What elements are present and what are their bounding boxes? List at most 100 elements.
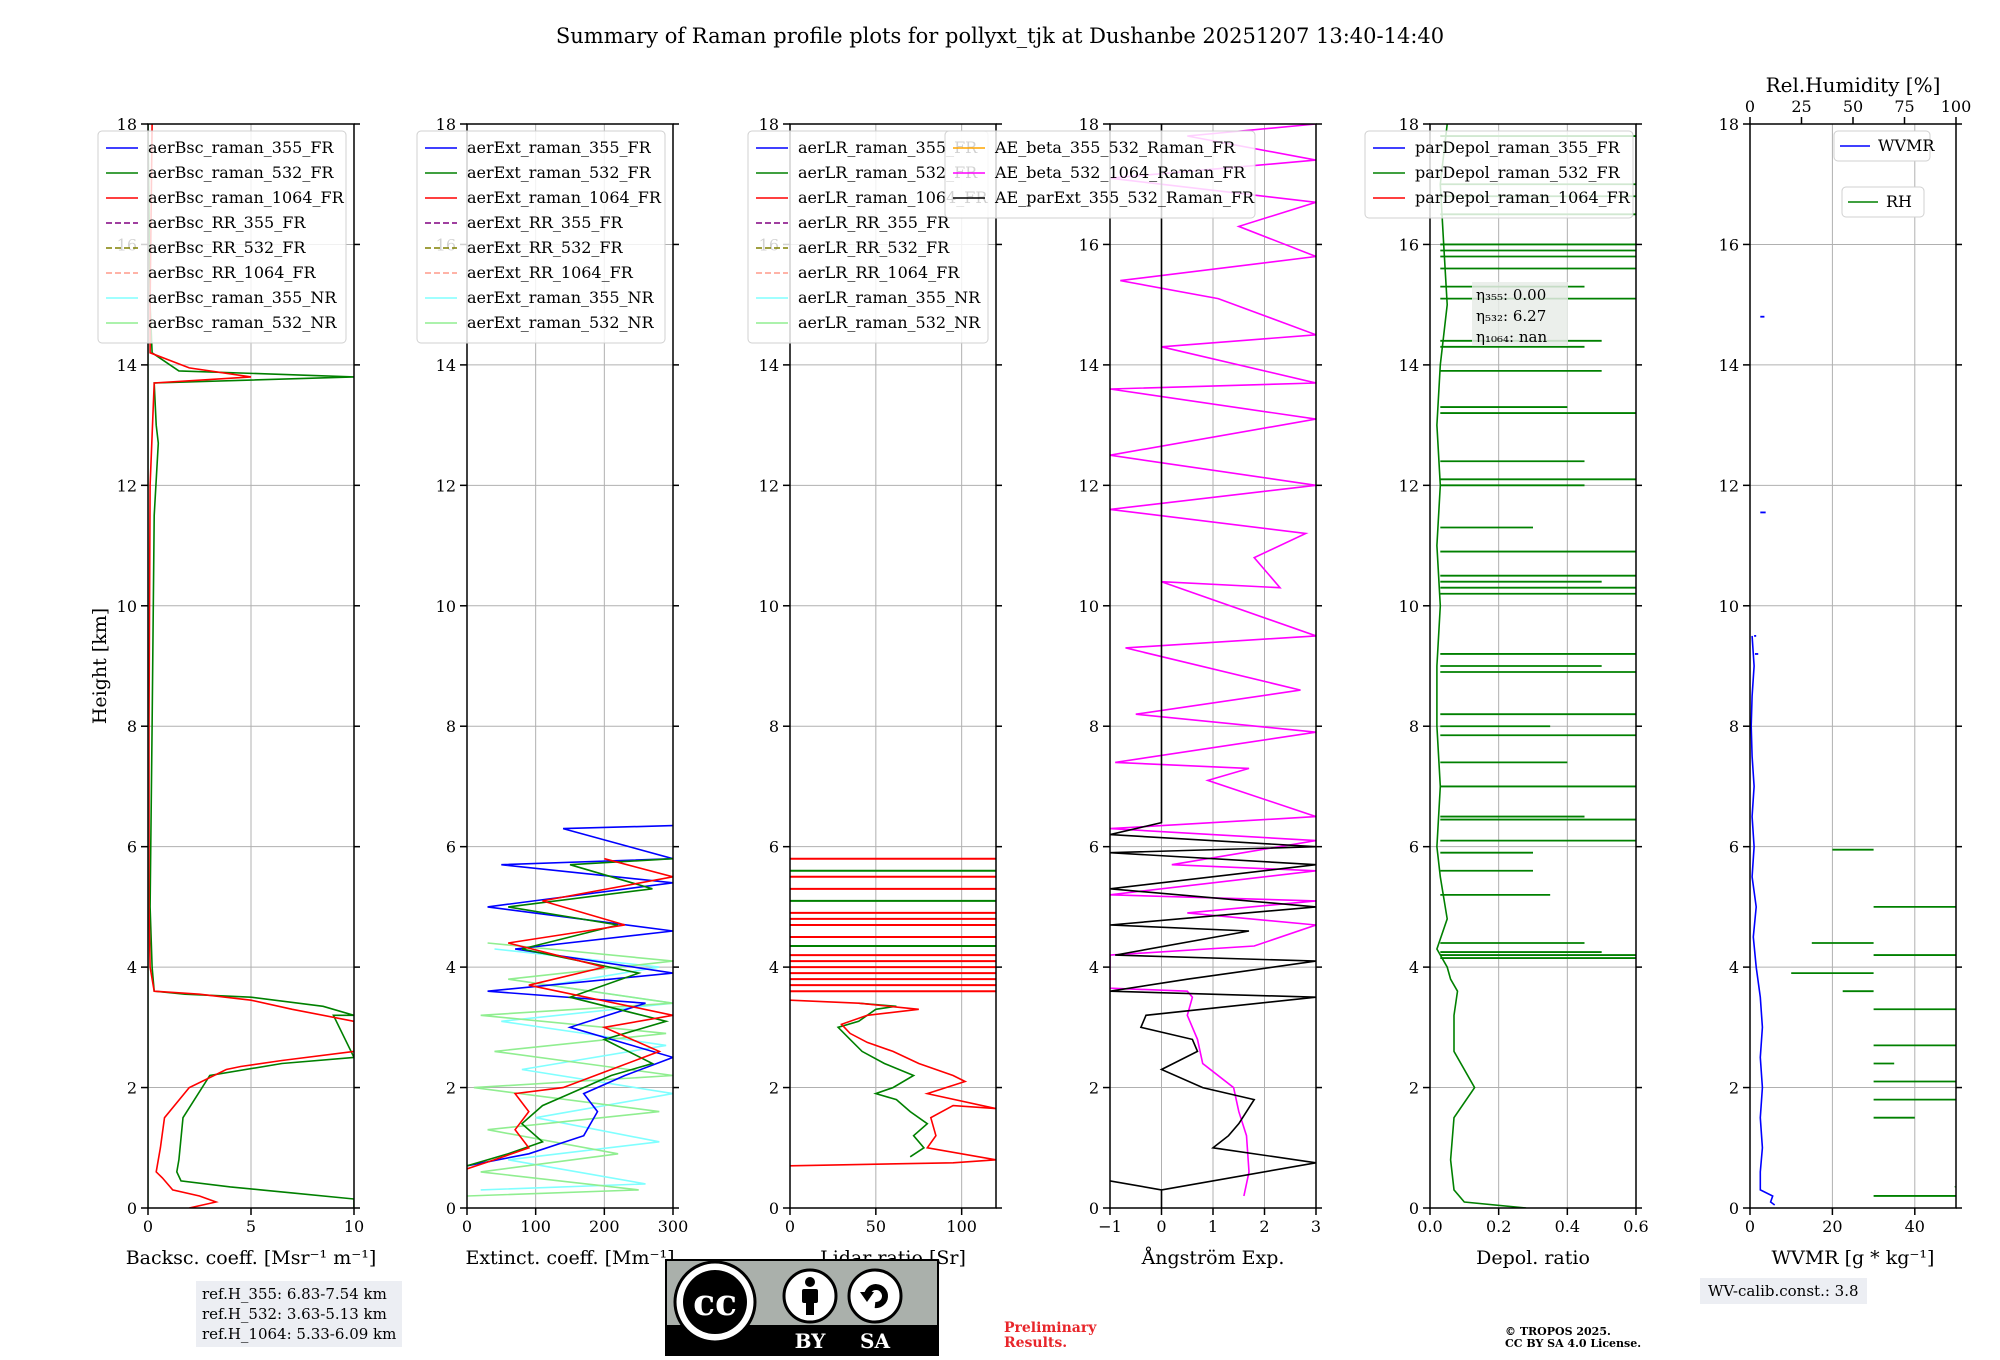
y-tick-label: 2	[1089, 1079, 1099, 1098]
preliminary-line-2: Results.	[1004, 1335, 1068, 1351]
eta-annotation-line: η₃₅₅: 0.00	[1476, 286, 1546, 304]
y-tick-label: 14	[117, 356, 137, 375]
y-tick-label: 16	[1719, 235, 1739, 254]
by-label: BY	[795, 1329, 827, 1353]
legend-label: aerBsc_raman_532_FR	[148, 163, 334, 182]
legend-label: aerLR_raman_355_NR	[798, 288, 981, 307]
y-tick-label: 18	[117, 115, 137, 134]
top-x-tick-label: 75	[1894, 97, 1914, 116]
cc-logo-text: cc	[693, 1282, 737, 1324]
series-aerExt_raman_532_NR	[467, 942, 673, 1197]
panel-1: 0510024681012141618Backsc. coeff. [Msr⁻¹…	[89, 115, 376, 1269]
cc-license-badge[interactable]: cc BY SA	[665, 1259, 939, 1356]
x-tick-label: 40	[1905, 1217, 1925, 1236]
legend-label: aerBsc_RR_355_FR	[148, 213, 306, 232]
ref-h-532: ref.H_532: 3.63-5.13 km	[202, 1305, 387, 1323]
plot-area	[1750, 315, 1956, 1206]
y-tick-label: 6	[1409, 838, 1419, 857]
legend-box	[1364, 130, 1634, 219]
legend-label: aerExt_raman_532_FR	[467, 163, 652, 182]
y-tick-label: 18	[1719, 115, 1739, 134]
y-axis-label: Height [km]	[89, 608, 111, 724]
legend-label: aerLR_raman_1064_FR	[798, 188, 988, 207]
panels: 0510024681012141618Backsc. coeff. [Msr⁻¹…	[89, 73, 1971, 1269]
y-tick-label: 8	[1089, 717, 1099, 736]
y-tick-label: 8	[769, 717, 779, 736]
legend-label: aerBsc_RR_532_FR	[148, 238, 306, 257]
legend-label: aerExt_raman_1064_FR	[467, 188, 662, 207]
x-tick-label: 100	[520, 1217, 551, 1236]
legend-box	[416, 130, 666, 344]
y-tick-label: 8	[446, 717, 456, 736]
y-tick-label: 4	[1409, 958, 1419, 977]
y-tick-label: 16	[1079, 235, 1099, 254]
wv-calib-box: WV-calib.const.: 3.8	[1700, 1278, 1867, 1304]
plot-area	[790, 857, 996, 1167]
legend-label: aerExt_RR_1064_FR	[467, 263, 634, 282]
y-tick-label: 10	[1399, 597, 1419, 616]
plot-area	[1110, 124, 1316, 1208]
legend-label: aerExt_raman_532_NR	[467, 313, 655, 332]
legend-label: aerBsc_raman_1064_FR	[148, 188, 345, 207]
legend-label: WVMR	[1878, 136, 1935, 155]
plot-area	[467, 824, 673, 1197]
y-tick-label: 6	[446, 838, 456, 857]
sa-share-icon	[847, 1268, 903, 1324]
series-aerLR_raman_532_FR	[836, 1002, 929, 1158]
legend-label: aerBsc_RR_1064_FR	[148, 263, 317, 282]
reference-height-box: ref.H_355: 6.83-7.54 km ref.H_532: 3.63-…	[196, 1281, 403, 1347]
y-tick-label: 14	[1719, 356, 1739, 375]
y-tick-label: 14	[436, 356, 456, 375]
panel-3: 050100024681012141618Lidar ratio [Sr]aer…	[747, 115, 1002, 1269]
series-aerBsc_raman_1064_FR	[148, 124, 354, 1208]
legend-label: aerExt_RR_532_FR	[467, 238, 624, 257]
y-tick-label: 8	[1729, 717, 1739, 736]
figure-title: Summary of Raman profile plots for polly…	[556, 24, 1444, 48]
y-tick-label: 10	[1079, 597, 1099, 616]
axes-frame	[1429, 123, 1637, 1209]
legend-box	[1841, 186, 1925, 218]
legend-label: aerExt_raman_355_NR	[467, 288, 655, 307]
y-tick-label: 0	[769, 1199, 779, 1218]
legend-label: aerLR_RR_355_FR	[798, 213, 950, 232]
legend-label: parDepol_raman_355_FR	[1415, 138, 1621, 157]
y-tick-label: 14	[1399, 356, 1419, 375]
legend-label: aerBsc_raman_355_NR	[148, 288, 337, 307]
y-tick-label: 16	[1399, 235, 1419, 254]
series-RH	[1954, 1186, 1956, 1188]
x-tick-label: 0	[1156, 1217, 1166, 1236]
copyright-note: © TROPOS 2025. CC BY SA 4.0 License.	[1505, 1326, 1641, 1350]
axes-frame	[466, 123, 674, 1209]
y-tick-label: 2	[769, 1079, 779, 1098]
x-tick-label: 0.6	[1623, 1217, 1648, 1236]
y-tick-label: 4	[127, 958, 137, 977]
x-tick-label: 0.2	[1486, 1217, 1511, 1236]
x-tick-label: 5	[246, 1217, 256, 1236]
legend-label: aerLR_raman_532_FR	[798, 163, 978, 182]
x-tick-label: 300	[658, 1217, 689, 1236]
legend-label: aerLR_RR_532_FR	[798, 238, 950, 257]
y-tick-label: 18	[1079, 115, 1099, 134]
y-tick-label: 6	[1729, 838, 1739, 857]
legend-label: aerLR_raman_532_NR	[798, 313, 981, 332]
y-tick-label: 12	[1719, 476, 1739, 495]
series-aerExt_raman_532_FR	[467, 857, 673, 1167]
y-tick-label: 4	[769, 958, 779, 977]
series-aerExt_raman_355_FR	[467, 824, 673, 1167]
y-tick-label: 0	[127, 1199, 137, 1218]
legend-label: RH	[1886, 192, 1912, 211]
y-tick-label: 18	[436, 115, 456, 134]
y-tick-label: 10	[436, 597, 456, 616]
eta-annotation-box	[1472, 282, 1568, 346]
axes-frame	[789, 123, 997, 1209]
series-AE_beta_532_1064_Raman_FR	[1110, 124, 1316, 1197]
legend-box	[1833, 130, 1931, 162]
legend: aerExt_raman_355_FR aerExt_raman_532_FRae…	[416, 130, 666, 344]
ref-h-1064: ref.H_1064: 5.33-6.09 km	[202, 1325, 397, 1343]
y-tick-label: 0	[1409, 1199, 1419, 1218]
series-AE_parExt_355_532_Raman_FR	[1110, 124, 1316, 1208]
top-x-tick-label: 25	[1791, 97, 1811, 116]
x-tick-label: 200	[589, 1217, 620, 1236]
legend-label: parDepol_raman_532_FR	[1415, 163, 1621, 182]
